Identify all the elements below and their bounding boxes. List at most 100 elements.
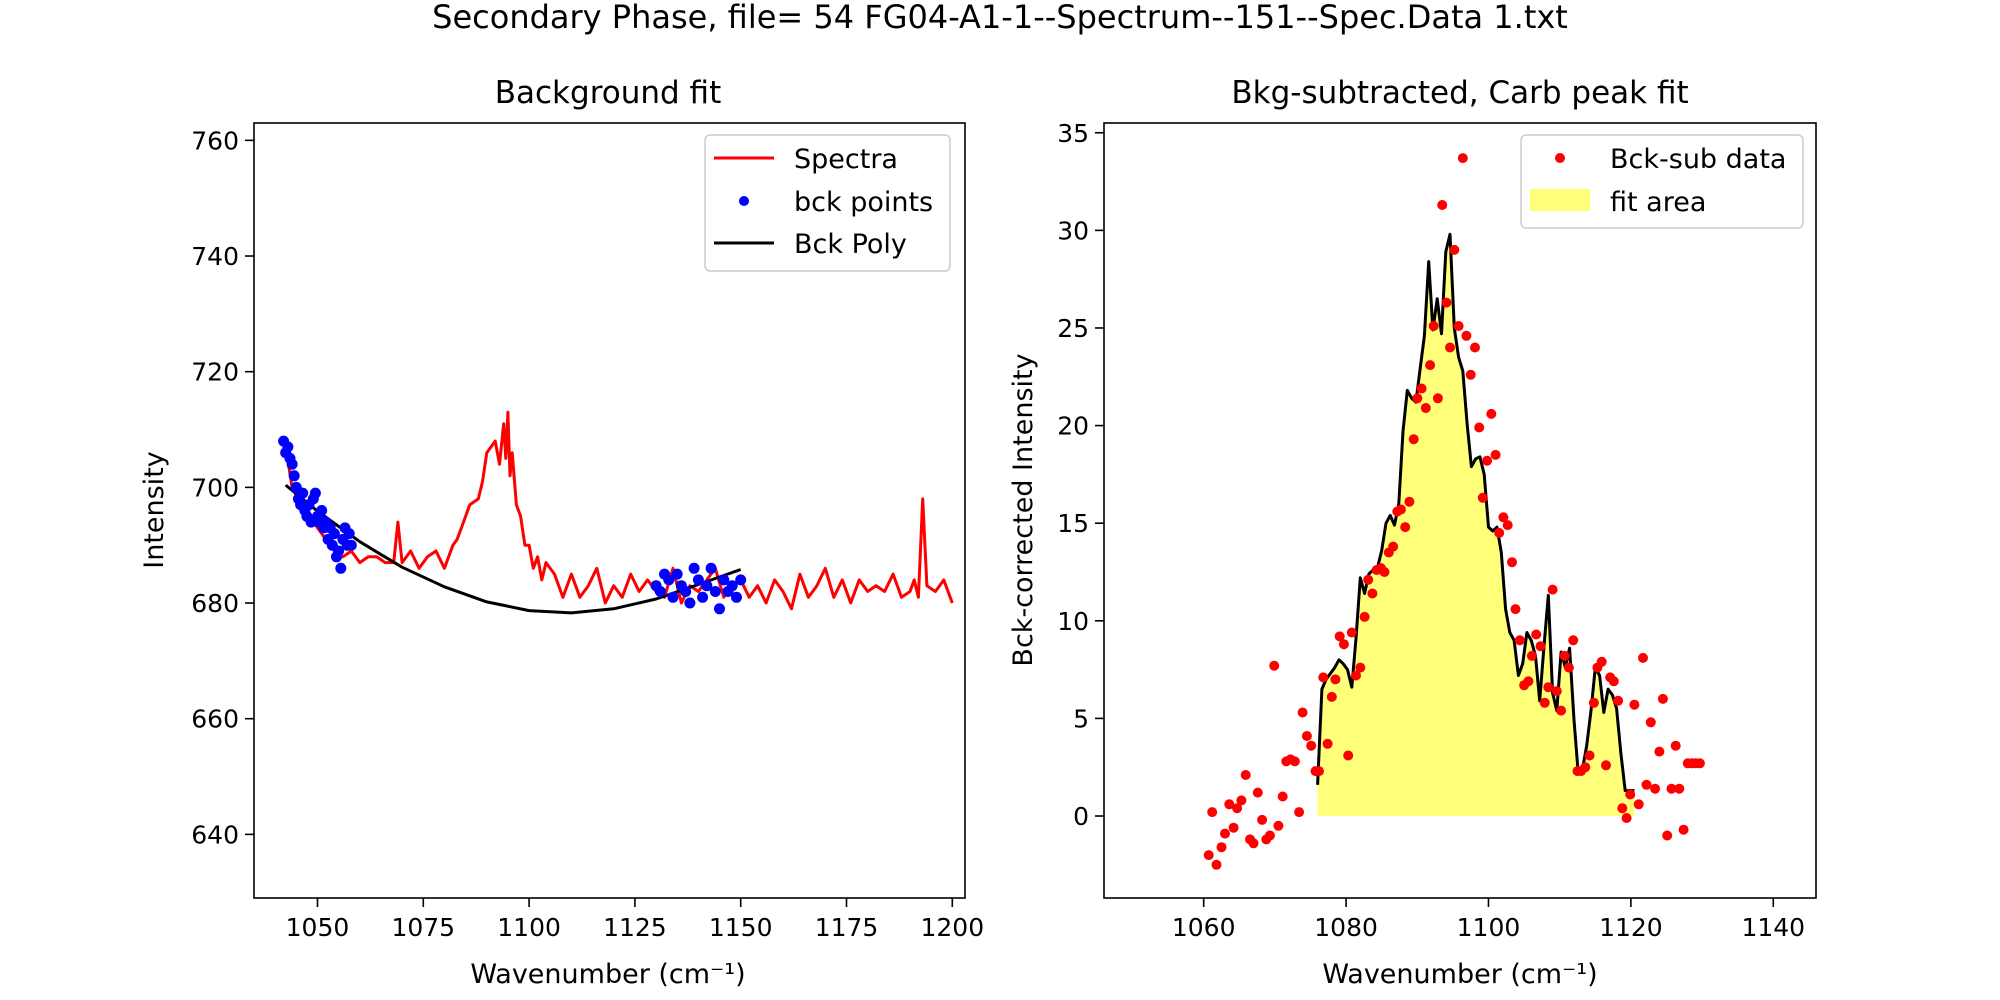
bck-sub-data-point — [1269, 660, 1280, 671]
bck-points-point — [286, 458, 298, 470]
bck-sub-data-point — [1297, 707, 1308, 718]
bck-sub-data-point — [1216, 842, 1227, 853]
bck-sub-data-point — [1363, 574, 1374, 585]
bck-sub-data-point — [1441, 297, 1452, 308]
bck-points-point — [735, 574, 747, 586]
bck-sub-data-point — [1445, 342, 1455, 353]
bck-points-point — [335, 562, 347, 574]
legend-spectra-label: Spectra — [794, 144, 898, 175]
background-fit-plot-area — [278, 410, 954, 615]
bck-sub-data-point — [1666, 783, 1677, 794]
x-tick-label: 1050 — [286, 913, 350, 942]
bck-sub-data-point — [1400, 522, 1411, 533]
bck-sub-data-point — [1359, 611, 1370, 622]
bck-sub-data-point — [1638, 652, 1648, 663]
carb-peak-fit-plot-area — [1203, 153, 1705, 870]
bck-points-point — [333, 545, 345, 557]
legend-box — [704, 134, 951, 272]
x-tick-label: 1060 — [1172, 913, 1236, 942]
bck-sub-data-point — [1584, 750, 1595, 761]
figure-suptitle: Secondary Phase, file= 54 FG04-A1-1--Spe… — [432, 0, 1568, 36]
bck-sub-data-point — [1343, 750, 1354, 761]
bck-sub-data-point — [1367, 588, 1378, 599]
legend-fit-area-swatch — [1530, 189, 1590, 211]
bck-sub-data-point — [1502, 520, 1513, 531]
bck-points-point — [709, 586, 721, 597]
bck-sub-data-point — [1613, 695, 1624, 706]
bck-sub-data-point — [1408, 434, 1419, 445]
bck-sub-data-point — [1248, 838, 1259, 849]
bck-sub-data-point — [1420, 403, 1431, 413]
bck-sub-data-point — [1547, 584, 1558, 595]
x-tick-label: 1100 — [1457, 913, 1521, 942]
y-tick-label: 35 — [1057, 119, 1089, 148]
carb-peak-fit-x-axis-label: Wavenumber (cm⁻¹) — [1322, 959, 1597, 990]
y-tick-label: 5 — [1073, 704, 1089, 733]
legend-bck-poly-label: Bck Poly — [794, 229, 907, 260]
x-tick-label: 1125 — [603, 913, 667, 942]
background-fit-panel: Background fit 1050 1075 1100 1125 1150 1175 1… — [139, 75, 984, 990]
x-tick-label: 1140 — [1741, 913, 1805, 942]
y-tick-label: 660 — [191, 705, 239, 734]
bck-points-point — [684, 597, 696, 609]
bck-sub-data-point — [1318, 672, 1329, 683]
y-tick-label: 30 — [1057, 216, 1089, 245]
bck-sub-data-point — [1625, 789, 1636, 800]
y-tick-label: 10 — [1057, 607, 1089, 636]
bck-points-point — [316, 505, 328, 516]
bck-sub-data-point — [1314, 766, 1324, 777]
bck-sub-data-point — [1645, 717, 1656, 728]
bck-sub-data-point — [1412, 393, 1423, 404]
bck-sub-data-point — [1526, 650, 1537, 661]
bck-sub-data-point — [1650, 783, 1661, 794]
bck-sub-data-point — [1551, 686, 1562, 697]
legend-box — [1520, 134, 1804, 229]
bck-sub-data-point — [1539, 697, 1550, 708]
bck-sub-data-point — [1641, 779, 1652, 790]
y-tick-label: 680 — [191, 589, 239, 618]
bck-sub-data-point — [1474, 422, 1485, 433]
bck-sub-data-point — [1621, 813, 1632, 823]
bck-sub-data-point — [1224, 799, 1235, 810]
panel-title-carb-peak-fit: Bkg-subtracted, Carb peak fit — [1231, 75, 1688, 111]
bck-sub-data-point — [1346, 627, 1357, 638]
bck-points-point — [692, 574, 704, 586]
bck-points-point — [697, 591, 709, 603]
bck-sub-data-point — [1425, 360, 1436, 371]
bck-sub-data-point — [1404, 496, 1415, 507]
bck-sub-data-point — [1379, 567, 1390, 577]
bck-sub-data-point — [1507, 557, 1517, 568]
bck-points-point — [663, 574, 675, 586]
bck-sub-data-point — [1535, 641, 1546, 652]
bck-sub-data-point — [1629, 699, 1640, 710]
bck-sub-data-point — [1670, 740, 1681, 751]
bck-sub-data-point — [1289, 756, 1300, 767]
legend-bck-sub-data-marker — [1555, 153, 1565, 163]
bck-sub-data-point — [1465, 369, 1476, 380]
bck-sub-data-point — [1453, 321, 1464, 331]
carb-peak-fit-legend: Bck-sub data fit area — [1520, 134, 1804, 229]
bck-sub-data-point — [1228, 822, 1239, 833]
carb-peak-fit-panel: Bkg-subtracted, Carb peak fit 1060 1080 11… — [1008, 75, 1817, 990]
bck-points-point — [667, 591, 679, 603]
bck-sub-data-point — [1662, 830, 1673, 841]
background-fit-y-axis-label: Intensity — [139, 451, 170, 569]
background-fit-ticks: 1050 1075 1100 1125 1150 1175 1200 640 660 680 700… — [191, 126, 984, 942]
bck-sub-data-point — [1461, 330, 1472, 341]
y-tick-label: 760 — [191, 126, 239, 155]
bck-points-point — [731, 591, 742, 603]
bck-sub-data-point — [1301, 731, 1312, 741]
x-tick-label: 1200 — [920, 913, 984, 942]
bck-sub-data-point — [1457, 153, 1468, 164]
x-tick-label: 1075 — [391, 913, 455, 942]
bck-sub-data-point — [1240, 770, 1251, 780]
y-tick-label: 15 — [1057, 509, 1089, 538]
bck-sub-data-point — [1543, 682, 1554, 693]
bck-sub-data-point — [1232, 803, 1243, 814]
bck-sub-data-point — [1294, 807, 1305, 818]
bck-sub-data-point — [1351, 670, 1361, 681]
bck-points-point — [705, 562, 717, 574]
bck-sub-data-point — [1694, 758, 1705, 769]
bck-points-point — [328, 528, 340, 540]
